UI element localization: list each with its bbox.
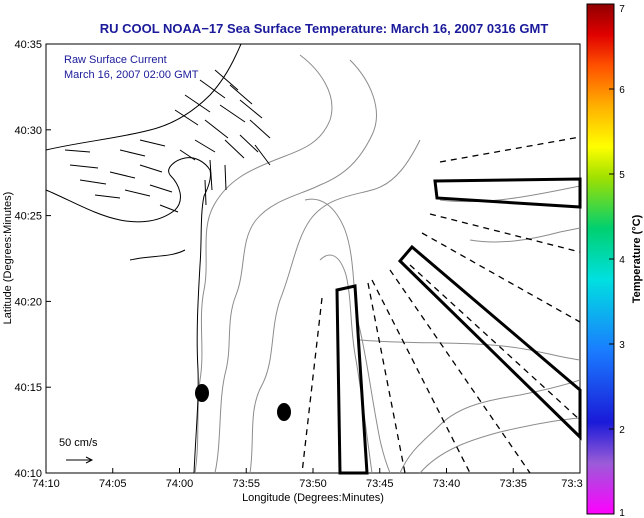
y-tick-label: 40:20 [14, 296, 42, 308]
x-tick-label: 73:45 [366, 478, 394, 490]
y-tick-label: 40:30 [14, 125, 42, 137]
x-tick-label: 74:00 [166, 478, 194, 490]
colorbar-ticks: 1 2 3 4 5 6 7 [609, 3, 625, 518]
current-vectors [64, 69, 271, 213]
bathymetry-contours [194, 54, 581, 474]
x-tick-label: 74:10 [32, 478, 60, 490]
colorbar-label: Temperature (°C) [631, 214, 643, 303]
x-tick-label: 73:3 [561, 478, 582, 490]
y-axis: 40:10 40:15 40:20 40:25 40:30 40:35 [14, 39, 51, 480]
y-tick-label: 40:15 [14, 382, 42, 394]
y-tick-label: 40:35 [14, 39, 42, 51]
x-axis: 74:10 74:05 74:00 73:55 73:50 73:45 73:40 73:35… [32, 468, 583, 490]
station-marker-1 [195, 384, 209, 402]
y-tick-label: 40:10 [14, 468, 42, 480]
x-axis-label: Longitude (Degrees:Minutes) [242, 492, 384, 504]
x-tick-label: 73:50 [299, 478, 327, 490]
x-tick-label: 73:35 [499, 478, 527, 490]
colorbar-tick-label: 1 [619, 508, 625, 518]
transect-lines [301, 136, 581, 474]
colorbar-tick-label: 6 [619, 85, 625, 96]
station-marker-2 [277, 403, 291, 421]
y-tick-label: 40:25 [14, 211, 42, 223]
coastline [45, 43, 242, 474]
colorbar-tick-label: 5 [619, 170, 625, 181]
plot-area [45, 43, 581, 474]
scale-label: 50 cm/s [59, 437, 98, 449]
chart-title: RU COOL NOAA−17 Sea Surface Temperature:… [100, 21, 549, 36]
colorbar-tick-label: 4 [619, 255, 625, 266]
colorbar-tick-label: 2 [619, 425, 625, 436]
x-tick-label: 73:55 [232, 478, 260, 490]
annotation-line2: March 16, 2007 02:00 GMT [64, 69, 199, 81]
annotation-line1: Raw Surface Current [64, 54, 167, 66]
survey-boxes [335, 177, 582, 475]
x-tick-label: 73:40 [433, 478, 461, 490]
scale-arrow [66, 456, 94, 464]
colorbar-tick-label: 3 [619, 340, 625, 351]
x-tick-label: 74:05 [99, 478, 127, 490]
y-axis-label: Latitude (Degrees:Minutes) [2, 192, 14, 325]
colorbar-tick-label: 7 [619, 4, 625, 15]
